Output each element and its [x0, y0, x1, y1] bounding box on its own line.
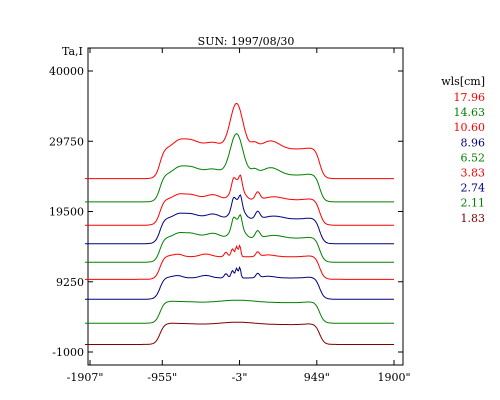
- legend-item: 1.83: [461, 212, 486, 225]
- series-line-2.11: [85, 299, 394, 324]
- legend-item: 8.96: [461, 136, 486, 149]
- x-tick-label: -1907": [67, 371, 104, 384]
- legend-item: 10.60: [454, 121, 486, 134]
- chart-title: SUN: 1997/08/30: [198, 35, 295, 48]
- legend: 17.96 14.63 10.60 8.96 6.52 3.83 2.74 2.11 1.83: [454, 91, 486, 225]
- legend-item: 3.83: [461, 167, 486, 180]
- y-tick-label: 29750: [49, 135, 84, 148]
- series-lines: [85, 102, 394, 345]
- series-line-6.52: [85, 214, 394, 263]
- series-line-10.60: [85, 174, 394, 226]
- series-line-17.96: [85, 102, 394, 180]
- legend-title: wls[cm]: [441, 75, 485, 88]
- y-axis-label: Ta,I: [62, 45, 83, 58]
- y-tick-label: 9250: [56, 276, 84, 289]
- y-tick-label: -1000: [52, 346, 84, 359]
- series-line-14.63: [85, 133, 394, 203]
- x-axis-ticks: -1907" -955" -3" 949" 1900": [67, 48, 411, 384]
- series-line-2.74: [85, 266, 394, 300]
- legend-item: 14.63: [454, 106, 486, 119]
- plot-frame: [87, 47, 404, 366]
- legend-item: 17.96: [454, 91, 486, 104]
- legend-item: 6.52: [461, 151, 486, 164]
- x-tick-label: 949": [304, 371, 330, 384]
- series-line-3.83: [85, 244, 394, 280]
- x-tick-label: -955": [147, 371, 177, 384]
- y-tick-label: 19500: [49, 206, 84, 219]
- series-line-8.96: [85, 194, 394, 245]
- series-line-1.83: [85, 321, 394, 345]
- legend-item: 2.74: [461, 182, 486, 195]
- x-tick-label: 1900": [377, 371, 410, 384]
- legend-item: 2.11: [461, 197, 486, 210]
- y-tick-label: 40000: [49, 65, 84, 78]
- y-axis-ticks: 40000 29750 19500 9250 -1000: [49, 65, 403, 359]
- x-tick-label: -3": [232, 371, 248, 384]
